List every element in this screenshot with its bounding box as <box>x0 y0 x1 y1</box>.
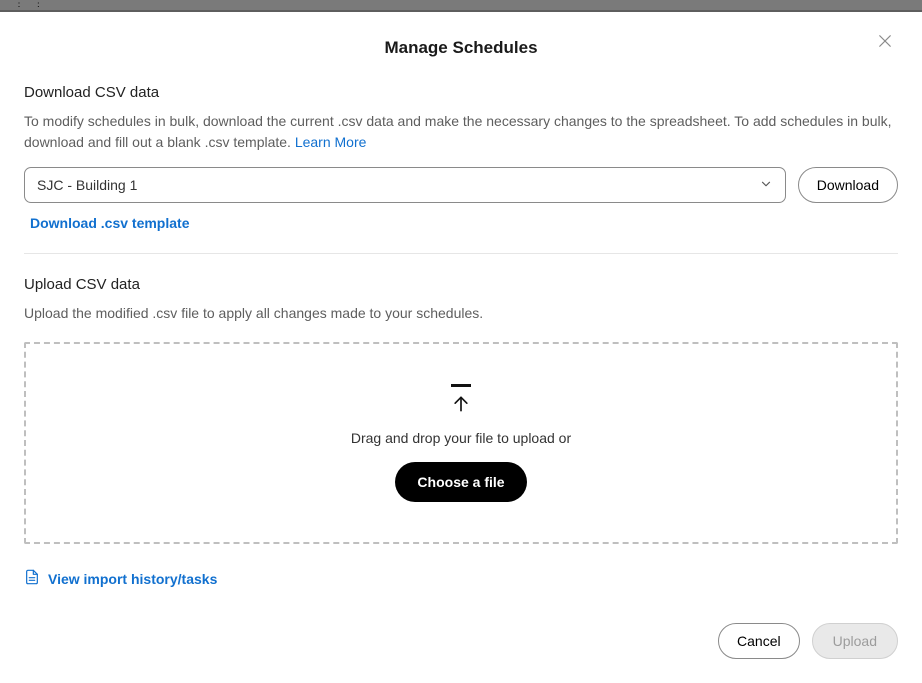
download-row: SJC - Building 1 Download <box>24 167 898 203</box>
learn-more-link[interactable]: Learn More <box>295 134 367 150</box>
download-description: To modify schedules in bulk, download th… <box>24 111 898 153</box>
window-menu-dots: ⋮⠀⋮ <box>14 0 44 7</box>
download-button[interactable]: Download <box>798 167 898 203</box>
manage-schedules-modal: Manage Schedules Download CSV data To mo… <box>0 12 922 683</box>
download-section-title: Download CSV data <box>24 84 898 101</box>
location-select[interactable]: SJC - Building 1 <box>24 167 786 203</box>
window-topbar: ⋮⠀⋮ <box>0 0 922 12</box>
upload-icon <box>451 384 471 414</box>
view-import-history-link[interactable]: View import history/tasks <box>24 568 898 589</box>
close-button[interactable] <box>876 32 894 55</box>
upload-section-title: Upload CSV data <box>24 276 898 293</box>
upload-description: Upload the modified .csv file to apply a… <box>24 303 898 324</box>
section-divider <box>24 253 898 254</box>
close-icon <box>876 37 894 54</box>
modal-title: Manage Schedules <box>24 38 898 58</box>
dropzone-text: Drag and drop your file to upload or <box>351 430 571 446</box>
upload-button-disabled: Upload <box>812 623 898 659</box>
cancel-button[interactable]: Cancel <box>718 623 800 659</box>
view-import-history-label: View import history/tasks <box>48 571 217 587</box>
chevron-down-icon <box>759 177 773 194</box>
upload-dropzone[interactable]: Drag and drop your file to upload or Cho… <box>24 342 898 544</box>
choose-file-button[interactable]: Choose a file <box>395 462 526 502</box>
download-description-text: To modify schedules in bulk, download th… <box>24 113 892 150</box>
download-template-link[interactable]: Download .csv template <box>24 215 898 231</box>
document-icon <box>24 568 40 589</box>
location-select-value: SJC - Building 1 <box>37 177 137 193</box>
modal-footer: Cancel Upload <box>24 623 898 659</box>
